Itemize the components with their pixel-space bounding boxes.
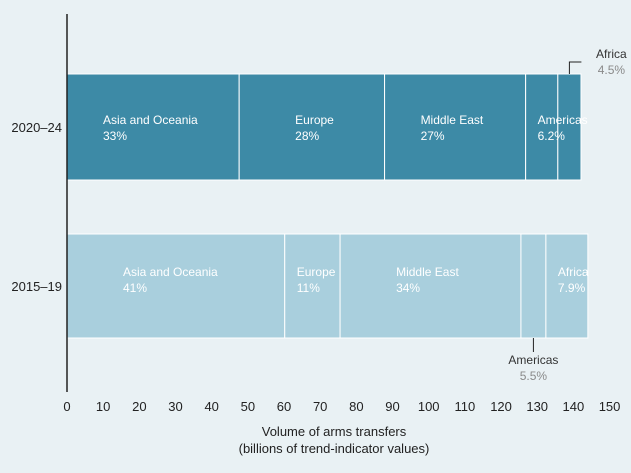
segment-label-share-2020-24-asia-and-oceania: 33% [103, 129, 127, 143]
bar-segment-2015-19-asia-and-oceania [66, 233, 286, 339]
bar-segment-2020-24-asia-and-oceania [66, 73, 240, 181]
callout-name-2020-24-africa: Africa [596, 47, 627, 61]
bar-segment-2020-24-americas [525, 73, 559, 181]
x-tick-label-120: 120 [490, 399, 512, 414]
x-tick-label-50: 50 [241, 399, 255, 414]
bars-layer [66, 73, 589, 339]
x-axis-title: Volume of arms transfers [262, 424, 407, 439]
x-tick-label-70: 70 [313, 399, 327, 414]
segment-label-name-2015-19-africa: Africa [558, 265, 589, 279]
category-label-2015-19: 2015–19 [11, 279, 62, 294]
segment-label-name-2015-19-middle-east: Middle East [396, 265, 459, 279]
segment-label-share-2020-24-americas: 6.2% [538, 129, 566, 143]
segment-label-name-2020-24-europe: Europe [295, 113, 334, 127]
x-tick-label-100: 100 [418, 399, 440, 414]
x-tick-label-130: 130 [526, 399, 548, 414]
x-tick-label-30: 30 [168, 399, 182, 414]
x-tick-label-40: 40 [204, 399, 218, 414]
x-axis: 0 10 20 30 40 50 60 70 80 90 100 110 120 130 140 150 [63, 399, 620, 414]
category-label-2020-24: 2020–24 [11, 120, 62, 135]
x-tick-label-90: 90 [385, 399, 399, 414]
x-tick-label-0: 0 [63, 399, 70, 414]
x-tick-label-60: 60 [277, 399, 291, 414]
segment-label-name-2020-24-middle-east: Middle East [421, 113, 484, 127]
category-labels-layer: 2020–24 2015–19 [11, 120, 62, 294]
segment-label-name-2020-24-americas: Americas [538, 113, 588, 127]
callouts-layer: Africa 4.5% Americas 5.5% [508, 47, 627, 383]
x-tick-label-140: 140 [563, 399, 585, 414]
bar-segment-2015-19-middle-east [339, 233, 522, 339]
x-tick-label-20: 20 [132, 399, 146, 414]
bar-segment-2015-19-africa [545, 233, 589, 339]
bar-segment-2015-19-americas [520, 233, 547, 339]
bar-segment-2020-24-middle-east [384, 73, 527, 181]
x-tick-label-110: 110 [455, 399, 476, 414]
segment-label-name-2020-24-asia-and-oceania: Asia and Oceania [103, 113, 198, 127]
callout-value-2020-24-africa: 4.5% [598, 63, 626, 77]
bar-segment-2020-24-europe [238, 73, 386, 181]
x-tick-label-80: 80 [349, 399, 363, 414]
callout-name-2015-19-americas: Americas [508, 353, 558, 367]
segment-label-share-2015-19-middle-east: 34% [396, 281, 420, 295]
x-tick-label-150: 150 [599, 399, 621, 414]
segment-label-share-2015-19-africa: 7.9% [558, 281, 586, 295]
bar-segment-2020-24-africa [557, 73, 582, 181]
segment-label-share-2015-19-asia-and-oceania: 41% [123, 281, 147, 295]
callout-value-2015-19-americas: 5.5% [520, 369, 548, 383]
segment-label-share-2015-19-europe: 11% [297, 281, 320, 295]
x-tick-label-10: 10 [96, 399, 110, 414]
x-axis-subtitle: (billions of trend-indicator values) [239, 441, 430, 456]
segment-label-share-2020-24-middle-east: 27% [421, 129, 445, 143]
segment-labels-layer: Asia and Oceania 33% Europe 28% Middle East 2… [103, 113, 589, 295]
bar-segment-2015-19-europe [284, 233, 341, 339]
segment-label-name-2015-19-asia-and-oceania: Asia and Oceania [123, 265, 218, 279]
segment-label-name-2015-19-europe: Europe [297, 265, 336, 279]
callout-leader-2020-24-africa [568, 61, 582, 74]
segment-label-share-2020-24-europe: 28% [295, 129, 319, 143]
